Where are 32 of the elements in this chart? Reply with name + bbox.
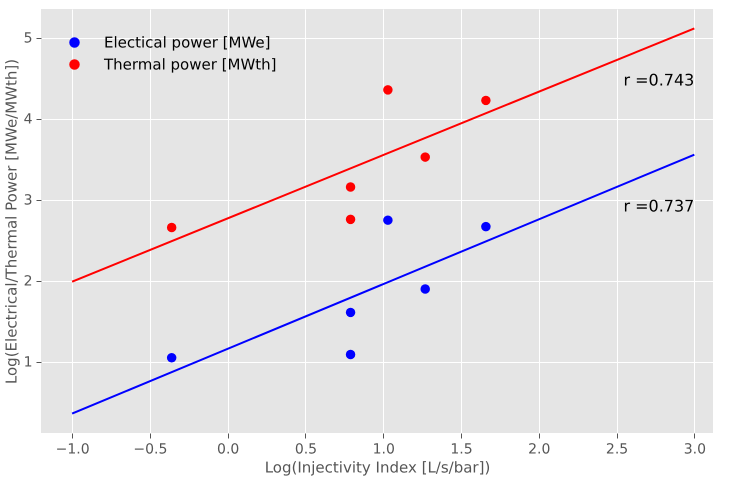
x-tick-label: −1.0 (56, 442, 90, 458)
point (346, 308, 356, 318)
annotation: r =0.737 (623, 196, 694, 216)
point (346, 350, 356, 360)
point (420, 152, 430, 162)
legend-label: Thermal power [MWth] (103, 56, 277, 74)
point (420, 284, 430, 294)
x-tick-label: 0.5 (294, 442, 318, 458)
y-tick-label: 3 (24, 192, 32, 208)
point (383, 85, 393, 95)
legend-label: Electical power [MWe] (104, 34, 271, 52)
x-tick-label: −0.5 (133, 442, 168, 458)
x-tick-label: 3.0 (684, 442, 706, 458)
x-axis-title: Log(Injectivity Index [L/s/bar]) (264, 458, 490, 476)
y-tick-label: 2 (24, 273, 32, 290)
point (346, 214, 356, 224)
x-tick-label: 2.5 (606, 442, 628, 458)
point (166, 222, 176, 232)
x-tick-label: 2.0 (528, 442, 550, 458)
point (481, 222, 491, 232)
y-tick-label: 5 (24, 30, 32, 47)
annotation: r =0.743 (623, 70, 694, 90)
point (481, 96, 491, 106)
x-tick-label: 0.0 (217, 442, 240, 458)
x-tick-label: 1.5 (450, 442, 473, 458)
point (346, 182, 356, 192)
y-tick-label: 4 (24, 112, 33, 128)
point (166, 353, 176, 362)
y-axis-title: Log(Electrical/Thermal Power [MWe/MWth]) (2, 58, 21, 384)
y-tick-label: 1 (24, 354, 32, 370)
x-tick-label: 1.0 (372, 442, 395, 458)
point (383, 215, 393, 225)
